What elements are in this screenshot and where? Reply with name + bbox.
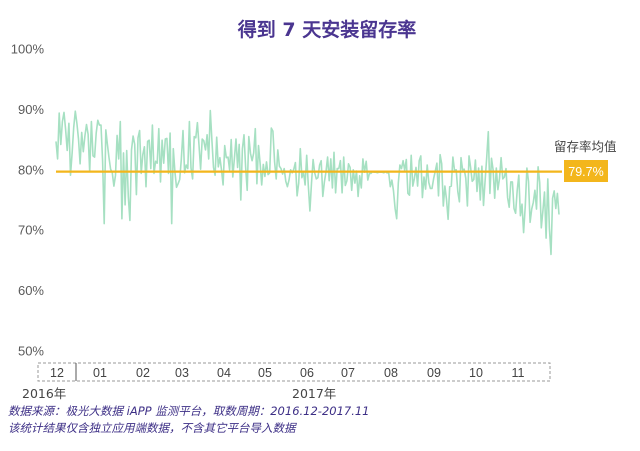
- average-value-text: 79.7%: [568, 165, 603, 179]
- chart-title: 得到 7 天安装留存率: [237, 18, 416, 41]
- average-label: 留存率均值: [554, 139, 617, 154]
- y-axis-ticks: 100% 90% 80% 70% 60% 50%: [11, 42, 45, 359]
- series-layer: [55, 109, 560, 256]
- month-label: 02: [136, 366, 150, 380]
- month-labels: 12 01 02 03 04 05 06 07 08 09 10 11: [50, 366, 524, 380]
- month-label: 04: [217, 366, 231, 380]
- month-label: 11: [512, 366, 525, 380]
- month-axis-frame: [37, 362, 551, 382]
- source-text: 数据来源：极光大数据 iAPP 监测平台，取数周期：2016.12-2017.1…: [8, 404, 370, 418]
- y-tick-label: 50%: [18, 344, 44, 359]
- month-label: 08: [384, 366, 398, 380]
- average-layer: 留存率均值 79.7%: [56, 139, 617, 182]
- year-label-2016: 2016年: [22, 386, 66, 401]
- month-label: 10: [469, 366, 483, 380]
- average-value-badge: [564, 160, 608, 182]
- y-tick-label: 100%: [11, 42, 45, 57]
- y-tick-label: 90%: [18, 102, 44, 117]
- month-label: 06: [300, 366, 314, 380]
- month-label: 03: [175, 366, 189, 380]
- note-text: 该统计结果仅含独立应用端数据，不含其它平台导入数据: [8, 421, 296, 435]
- retention-series-line: [55, 109, 560, 256]
- month-label: 09: [427, 366, 441, 380]
- month-label: 07: [341, 366, 355, 380]
- y-tick-label: 60%: [18, 283, 44, 298]
- y-tick-label: 70%: [18, 223, 44, 238]
- y-tick-label: 80%: [18, 162, 44, 177]
- month-label: 12: [50, 366, 64, 380]
- month-axis: 12 01 02 03 04 05 06 07 08 09 10 11 2016年 2017年: [22, 362, 551, 401]
- month-label: 01: [93, 366, 107, 380]
- month-label: 05: [258, 366, 272, 380]
- year-label-2017: 2017年: [292, 386, 336, 401]
